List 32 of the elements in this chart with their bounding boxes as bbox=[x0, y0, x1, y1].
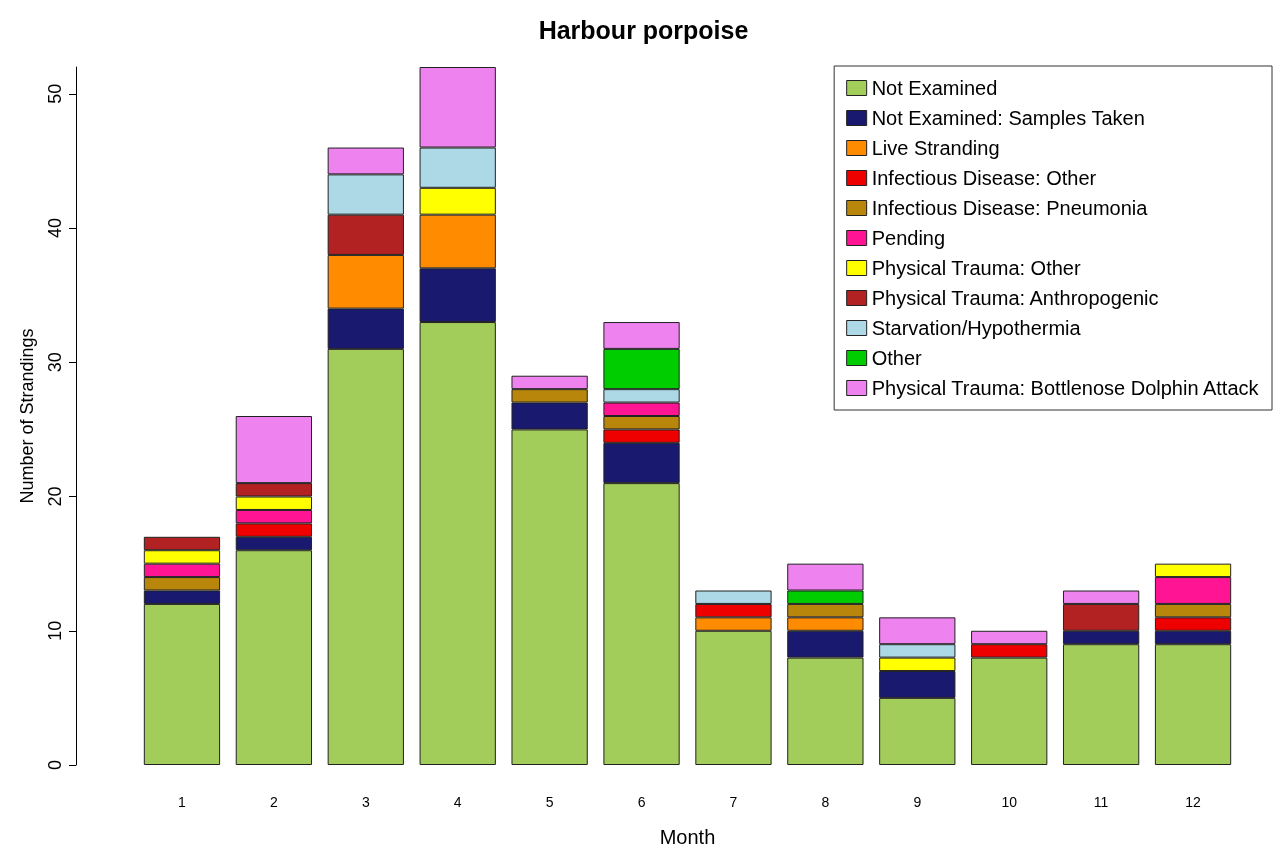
legend-label: Live Stranding bbox=[871, 137, 1000, 159]
legend-label: Infectious Disease: Other bbox=[871, 167, 1097, 189]
legend-label: Physical Trauma: Bottlenose Dolphin Attack bbox=[871, 377, 1260, 399]
y-tick-label: 30 bbox=[45, 352, 65, 373]
y-axis-title: Number of Strandings bbox=[17, 328, 37, 504]
y-tick-label: 50 bbox=[45, 83, 65, 104]
x-tick-label: 8 bbox=[821, 794, 830, 810]
x-tick-label: 1 bbox=[178, 794, 187, 810]
x-tick-label: 9 bbox=[913, 794, 922, 810]
x-tick-label: 11 bbox=[1093, 794, 1109, 810]
legend-label: Starvation/Hypothermia bbox=[871, 317, 1082, 339]
y-tick-label: 40 bbox=[45, 218, 65, 239]
x-tick-label: 12 bbox=[1185, 794, 1202, 810]
legend-label: Physical Trauma: Other bbox=[871, 257, 1081, 279]
legend-label: Other bbox=[871, 347, 923, 369]
legend-label: Not Examined: Samples Taken bbox=[871, 107, 1145, 129]
x-tick-label: 3 bbox=[361, 794, 370, 810]
x-tick-label: 5 bbox=[545, 794, 554, 810]
x-tick-label: 2 bbox=[269, 794, 278, 810]
legend-label: Not Examined bbox=[871, 77, 998, 99]
x-tick-label: 7 bbox=[729, 794, 738, 810]
y-tick-label: 10 bbox=[45, 620, 65, 641]
x-tick-label: 6 bbox=[637, 794, 646, 810]
x-tick-label: 10 bbox=[1001, 794, 1018, 810]
chart-title: Harbour porpoise bbox=[538, 15, 749, 44]
legend-label: Infectious Disease: Pneumonia bbox=[871, 197, 1149, 219]
legend-label: Pending bbox=[871, 227, 946, 249]
x-tick-label: 4 bbox=[453, 794, 462, 810]
y-tick-label: 0 bbox=[45, 759, 65, 771]
x-axis-title: Month bbox=[659, 826, 716, 848]
y-tick-label: 20 bbox=[45, 486, 65, 507]
legend-label: Physical Trauma: Anthropogenic bbox=[871, 287, 1159, 309]
